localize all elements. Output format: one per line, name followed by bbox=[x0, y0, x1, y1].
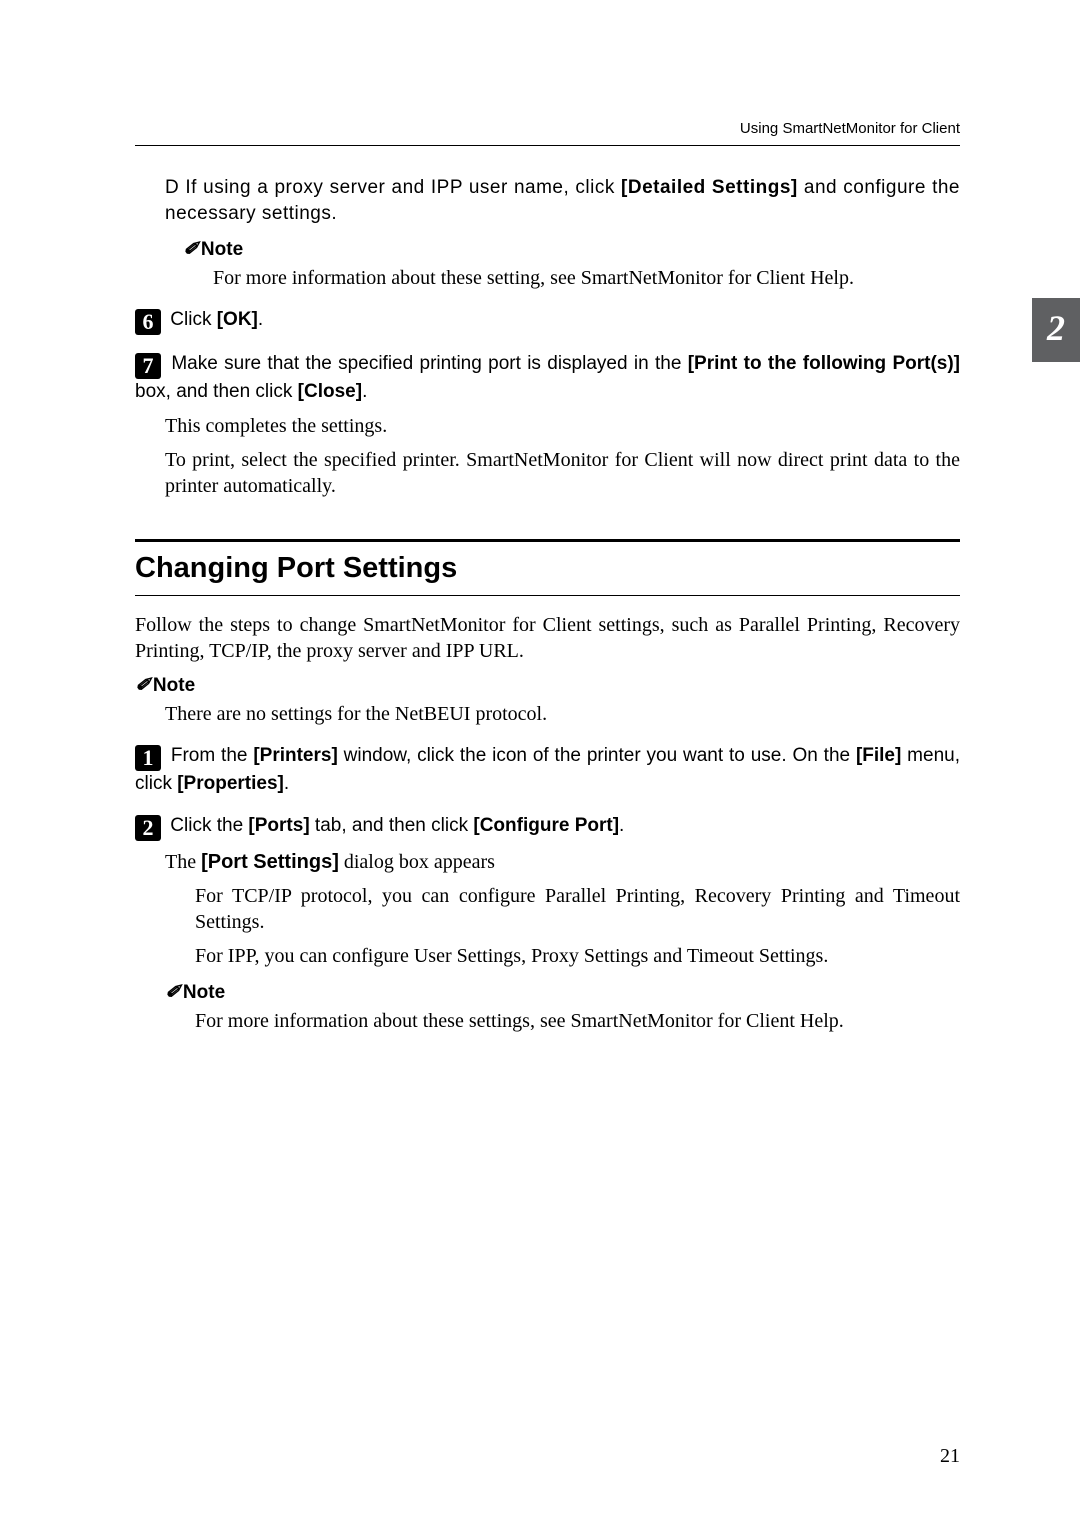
pencil-icon: ✐ bbox=[183, 239, 199, 260]
step-6: 6 Click [OK]. bbox=[135, 307, 960, 335]
note-heading: ✐Note bbox=[165, 981, 960, 1004]
ui-ref: [Port Settings] bbox=[201, 851, 339, 873]
heading-rule-top bbox=[135, 539, 960, 552]
note-label: Note bbox=[183, 982, 225, 1003]
step-number-icon: 1 bbox=[135, 745, 161, 771]
page-number: 21 bbox=[940, 1445, 960, 1468]
note-heading: ✐Note bbox=[183, 238, 960, 261]
text: Click the bbox=[170, 815, 248, 836]
pencil-icon: ✐ bbox=[165, 982, 181, 1003]
note-body: For more information about these setting… bbox=[213, 265, 960, 291]
step-2: 2 Click the [Ports] tab, and then click … bbox=[135, 813, 960, 841]
text: . bbox=[284, 773, 289, 794]
text: Make sure that the specified printing po… bbox=[171, 353, 687, 374]
ui-ref: [Configure Port] bbox=[473, 815, 619, 836]
text: From the bbox=[171, 745, 253, 766]
intro-para: Follow the steps to change SmartNetMonit… bbox=[135, 612, 960, 664]
step-1: 1 From the [Printers] window, click the … bbox=[135, 743, 960, 797]
step-number-icon: 2 bbox=[135, 815, 161, 841]
note-label: Note bbox=[153, 675, 195, 696]
text: . bbox=[619, 815, 624, 836]
text: tab, and then click bbox=[310, 815, 474, 836]
text: . bbox=[258, 309, 263, 330]
text: window, click the icon of the printer yo… bbox=[338, 745, 856, 766]
body-para: The [Port Settings] dialog box appears bbox=[165, 849, 960, 875]
text: Click bbox=[170, 309, 216, 330]
note-body: For more information about these setting… bbox=[195, 1008, 960, 1034]
text: dialog box appears bbox=[339, 851, 495, 873]
note-body: There are no settings for the NetBEUI pr… bbox=[165, 701, 960, 727]
heading-rule-bottom bbox=[135, 595, 960, 596]
body-subpara: For TCP/IP protocol, you can configure P… bbox=[195, 883, 960, 935]
ui-ref: [Printers] bbox=[253, 745, 337, 766]
body-para: To print, select the specified printer. … bbox=[165, 447, 960, 499]
body-para: This completes the settings. bbox=[165, 413, 960, 439]
ui-ref: [OK] bbox=[217, 309, 258, 330]
running-header: Using SmartNetMonitor for Client bbox=[740, 120, 960, 137]
ui-ref: [Ports] bbox=[248, 815, 309, 836]
substep-d: D If using a proxy server and IPP user n… bbox=[165, 175, 960, 226]
body-subpara: For IPP, you can configure User Settings… bbox=[195, 943, 960, 969]
text: . bbox=[362, 381, 367, 402]
text: box, and then click bbox=[135, 381, 298, 402]
step-number-icon: 7 bbox=[135, 353, 161, 379]
ui-ref: [Close] bbox=[298, 381, 362, 402]
step-7: 7 Make sure that the specified printing … bbox=[135, 351, 960, 405]
pencil-icon: ✐ bbox=[135, 675, 151, 696]
page-content: D If using a proxy server and IPP user n… bbox=[135, 175, 960, 1034]
ui-ref: [Properties] bbox=[177, 773, 284, 794]
header-rule bbox=[135, 145, 960, 146]
section-heading: Changing Port Settings bbox=[135, 552, 960, 585]
note-label: Note bbox=[201, 239, 243, 260]
ui-ref: [Print to the following Port(s)] bbox=[688, 353, 960, 374]
substep-marker: D bbox=[165, 177, 179, 198]
ui-ref: [File] bbox=[856, 745, 901, 766]
ui-ref: [Detailed Settings] bbox=[621, 177, 798, 198]
step-number-icon: 6 bbox=[135, 309, 161, 335]
note-heading: ✐Note bbox=[135, 674, 960, 697]
chapter-tab: 2 bbox=[1032, 298, 1080, 362]
text: If using a proxy server and IPP user nam… bbox=[185, 177, 621, 198]
text: The bbox=[165, 851, 201, 873]
